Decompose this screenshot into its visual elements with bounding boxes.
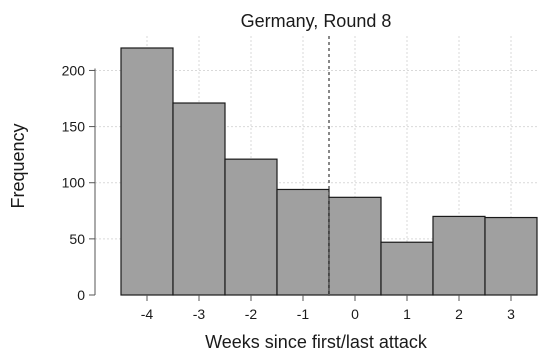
x-tick-label: 3 <box>507 306 515 322</box>
x-tick-label: 1 <box>403 306 411 322</box>
x-tick-label: 0 <box>351 306 359 322</box>
histogram-bar <box>432 215 486 296</box>
histogram-bar <box>172 102 226 296</box>
y-tick-label: 0 <box>77 287 85 303</box>
y-tick-label: 50 <box>69 231 85 247</box>
y-tick-label: 150 <box>62 119 86 135</box>
x-axis-label: Weeks since first/last attack <box>205 332 428 352</box>
x-tick-label: -1 <box>297 306 310 322</box>
y-axis-label: Frequency <box>8 123 28 208</box>
histogram-bar <box>484 216 538 296</box>
x-tick-label: -3 <box>193 306 206 322</box>
histogram-bar <box>328 196 382 296</box>
x-tick-label: -4 <box>141 306 154 322</box>
histogram-bar <box>380 241 434 296</box>
x-tick-label: -2 <box>245 306 258 322</box>
histogram-bar <box>120 47 174 296</box>
histogram-bar <box>224 158 278 296</box>
x-tick-label: 2 <box>455 306 463 322</box>
y-tick-label: 200 <box>62 62 86 78</box>
bars-layer <box>120 47 538 296</box>
histogram-bar <box>276 188 330 296</box>
axes-layer: 0 50 100 150 200 -4 -3 -2 -1 0 1 2 3 <box>62 36 515 322</box>
chart-title: Germany, Round 8 <box>241 11 392 31</box>
y-tick-label: 100 <box>62 175 86 191</box>
